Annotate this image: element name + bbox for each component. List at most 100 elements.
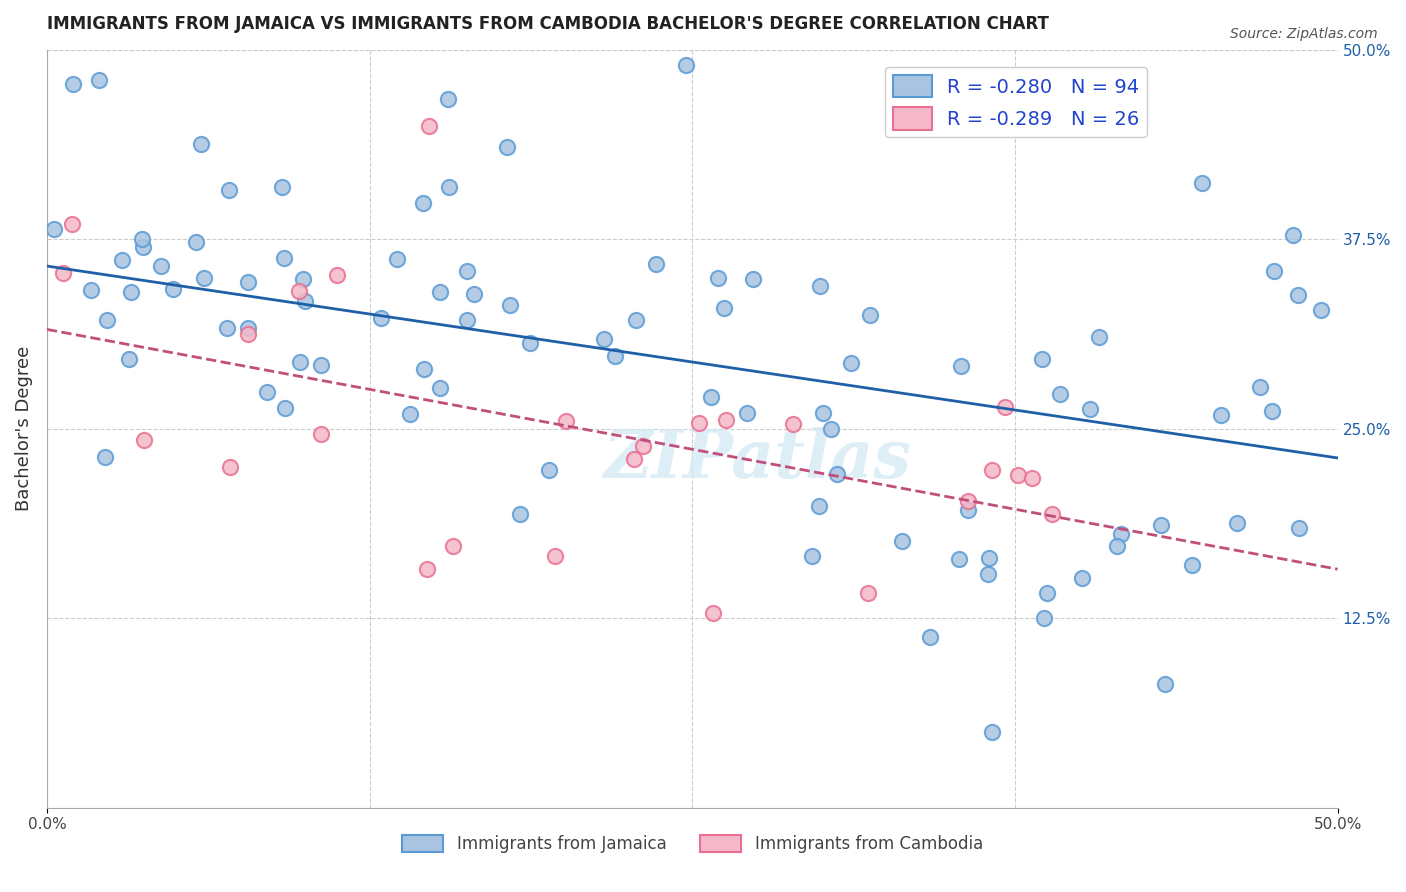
Point: [956, 503, 979, 517]
Point: [238, 326, 260, 341]
Point: [1288, 521, 1310, 535]
Point: [309, 426, 332, 441]
Point: [111, 253, 134, 268]
Point: [294, 293, 316, 308]
Point: [1032, 611, 1054, 625]
Point: [96, 313, 118, 327]
Point: [980, 725, 1002, 739]
Point: [415, 562, 437, 576]
Point: [370, 311, 392, 326]
Y-axis label: Bachelor's Degree: Bachelor's Degree: [15, 346, 32, 511]
Point: [1111, 526, 1133, 541]
Point: [994, 400, 1017, 414]
Legend: R = -0.280   N = 94, R = -0.289   N = 26: R = -0.280 N = 94, R = -0.289 N = 26: [884, 67, 1147, 137]
Point: [273, 251, 295, 265]
Point: [80, 283, 103, 297]
Point: [519, 335, 541, 350]
Point: [631, 440, 654, 454]
Point: [131, 232, 153, 246]
Point: [1282, 228, 1305, 243]
Point: [1040, 507, 1063, 521]
Point: [699, 390, 721, 404]
Point: [456, 263, 478, 277]
Point: [1021, 471, 1043, 485]
Point: [808, 279, 831, 293]
Point: [623, 451, 645, 466]
Point: [713, 301, 735, 315]
Point: [60, 217, 83, 231]
Point: [977, 566, 1000, 581]
Point: [1191, 176, 1213, 190]
Point: [238, 275, 260, 289]
Point: [1286, 287, 1309, 301]
Point: [288, 284, 311, 298]
Point: [841, 356, 863, 370]
Point: [949, 359, 972, 373]
Point: [1260, 404, 1282, 418]
Point: [856, 585, 879, 599]
Point: [418, 119, 440, 133]
Point: [42, 221, 65, 235]
Point: [1105, 539, 1128, 553]
Point: [132, 433, 155, 447]
Point: [1078, 402, 1101, 417]
Point: [859, 308, 882, 322]
Point: [593, 332, 616, 346]
Point: [215, 321, 238, 335]
Point: [544, 549, 567, 563]
Point: [554, 414, 576, 428]
Point: [1007, 468, 1029, 483]
Point: [218, 460, 240, 475]
Point: [412, 196, 434, 211]
Point: [980, 463, 1002, 477]
Point: [439, 179, 461, 194]
Point: [707, 271, 730, 285]
Point: [292, 272, 315, 286]
Point: [256, 385, 278, 400]
Point: [94, 450, 117, 464]
Point: [1150, 517, 1173, 532]
Point: [891, 534, 914, 549]
Point: [87, 73, 110, 87]
Point: [498, 298, 520, 312]
Point: [186, 235, 208, 249]
Point: [737, 406, 759, 420]
Point: [288, 354, 311, 368]
Point: [956, 494, 979, 508]
Point: [977, 551, 1000, 566]
Point: [1071, 572, 1094, 586]
Point: [807, 499, 830, 513]
Point: [1181, 558, 1204, 573]
Point: [456, 312, 478, 326]
Point: [309, 358, 332, 372]
Point: [52, 266, 75, 280]
Point: [918, 630, 941, 644]
Point: [441, 539, 464, 553]
Point: [714, 412, 737, 426]
Point: [537, 463, 560, 477]
Point: [398, 407, 420, 421]
Point: [1031, 352, 1053, 367]
Point: [1309, 302, 1331, 317]
Point: [385, 252, 408, 267]
Point: [645, 257, 668, 271]
Point: [120, 285, 142, 300]
Point: [437, 92, 460, 106]
Point: [463, 286, 485, 301]
Point: [118, 352, 141, 367]
Point: [1209, 409, 1232, 423]
Point: [825, 467, 848, 481]
Point: [1049, 387, 1071, 401]
Point: [132, 240, 155, 254]
Point: [820, 422, 842, 436]
Point: [675, 58, 697, 72]
Point: [509, 507, 531, 521]
Point: [218, 183, 240, 197]
Point: [603, 349, 626, 363]
Point: [702, 607, 724, 621]
Point: [1088, 330, 1111, 344]
Point: [1249, 380, 1271, 394]
Point: [948, 552, 970, 566]
Point: [162, 282, 184, 296]
Point: [270, 179, 292, 194]
